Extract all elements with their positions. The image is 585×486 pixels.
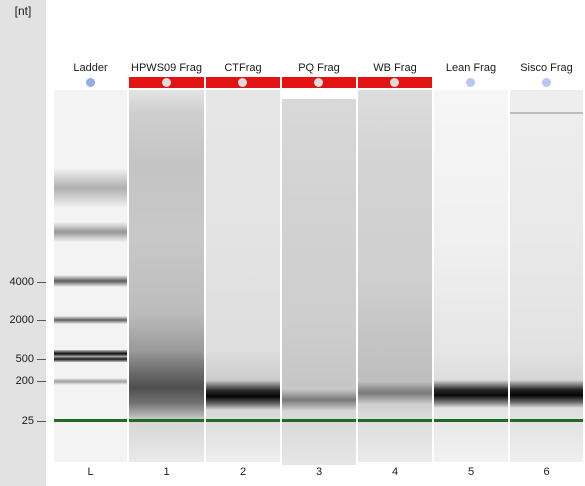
status-dot-icon <box>162 78 171 87</box>
lane-header-ctfrag[interactable]: CTFrag <box>224 62 262 74</box>
status-dot-icon <box>542 78 551 87</box>
axis-tick-label: 4000 <box>9 276 34 288</box>
axis-tick-label: 500 <box>15 353 34 365</box>
lane-header-ladder[interactable]: Ladder <box>73 62 108 74</box>
axis-tick-label: 25 <box>21 415 34 427</box>
axis-tick-mark <box>37 282 46 283</box>
axis-tick-mark <box>37 421 46 422</box>
gel-lane-2[interactable] <box>206 90 280 462</box>
lane-number: 4 <box>391 466 399 478</box>
status-dot-icon <box>314 78 323 87</box>
gel-lane-ladder[interactable] <box>54 90 127 462</box>
axis-unit-label: [nt] <box>14 4 32 18</box>
ladder-band <box>54 222 127 242</box>
lane-header-hpws09[interactable]: HPWS09 Frag <box>131 62 202 74</box>
sample-band <box>282 389 356 411</box>
ladder-band-4000 <box>54 275 127 287</box>
lane-number: L <box>87 466 94 478</box>
sample-band <box>434 380 508 408</box>
gel-lane-1[interactable] <box>129 90 204 462</box>
axis-tick-mark <box>37 320 46 321</box>
ladder-band-500 <box>54 350 127 362</box>
lane-number: 5 <box>467 466 475 478</box>
sample-band <box>510 380 583 408</box>
lower-marker-band <box>358 419 432 422</box>
ladder-band <box>54 168 127 208</box>
axis-tick-mark <box>37 359 46 360</box>
gel-lane-3[interactable] <box>282 99 356 465</box>
lower-marker-band <box>282 419 356 422</box>
lane-header-leanfrag[interactable]: Lean Frag <box>445 62 497 74</box>
lane-number: 6 <box>543 466 550 478</box>
lower-marker-band <box>434 419 508 422</box>
lower-marker-band <box>129 419 204 422</box>
lower-marker-band <box>510 419 583 422</box>
lane-header-siscofrag[interactable]: Sisco Frag <box>520 62 573 74</box>
lane-number: 2 <box>239 466 247 478</box>
sample-band <box>206 380 280 410</box>
status-dot-icon <box>238 78 247 87</box>
gel-lane-4[interactable] <box>358 90 432 462</box>
sample-band <box>358 382 432 404</box>
status-dot-icon <box>390 78 399 87</box>
axis-tick-label: 2000 <box>9 314 34 326</box>
ladder-band-200 <box>54 378 127 385</box>
lane-header-wbfrag[interactable]: WB Frag <box>373 62 417 74</box>
axis-tick-mark <box>37 381 46 382</box>
lane-header-pqfrag[interactable]: PQ Frag <box>298 62 340 74</box>
axis-tick-label: 200 <box>15 375 34 387</box>
lane-number: 1 <box>163 466 170 478</box>
status-dot-icon <box>86 78 95 87</box>
size-axis: [nt] 4000 2000 500 200 25 <box>0 0 46 486</box>
sample-band-high <box>510 112 583 114</box>
gel-lane-5[interactable] <box>434 90 508 462</box>
lower-marker-band <box>54 419 127 422</box>
lower-marker-band <box>206 419 280 422</box>
ladder-band-2000 <box>54 316 127 324</box>
status-dot-icon <box>466 78 475 87</box>
lane-number: 3 <box>315 466 323 478</box>
gel-lane-6[interactable] <box>510 90 583 462</box>
